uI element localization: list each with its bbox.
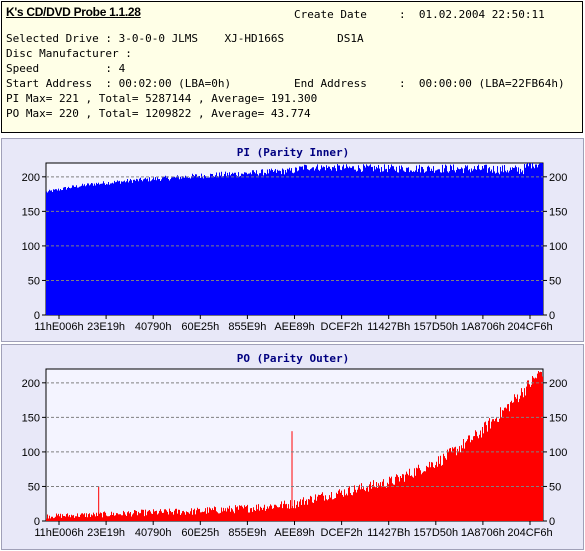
x-tick-label: 11427Bh [367, 527, 410, 539]
x-tick-label: 855E9h [228, 321, 266, 333]
x-tick-label: 23E19h [87, 527, 125, 539]
x-tick-label: 204CF6h [507, 527, 552, 539]
x-tick-label: AEE89h [274, 527, 314, 539]
y-tick-label-right: 50 [549, 275, 561, 287]
data-bar-series [46, 371, 543, 521]
x-tick-label: 40790h [135, 321, 172, 333]
y-tick-label-right: 50 [549, 481, 561, 493]
y-tick-label: 100 [22, 447, 40, 459]
end-address-label: End Address [294, 77, 367, 90]
x-tick-label: 1A8706h [461, 527, 505, 539]
x-tick-label: 60E25h [181, 527, 219, 539]
chart-title: PO (Parity Outer) [237, 352, 350, 365]
y-tick-label-right: 100 [549, 241, 567, 253]
x-tick-label: 23E19h [87, 321, 125, 333]
y-tick-label: 200 [22, 172, 40, 184]
x-tick-label: 11427Bh [367, 321, 410, 333]
selected-drive-line: Selected Drive : 3-0-0-0 JLMS XJ-HD166S … [6, 32, 364, 45]
y-tick-label: 200 [22, 378, 40, 390]
x-tick-label: 157D50h [413, 527, 458, 539]
po-chart: PO (Parity Outer) 0 0 50 50 100 100 150 150 200 20… [22, 352, 568, 539]
x-tick-label: DCEF2h [321, 321, 363, 333]
data-bars [46, 163, 543, 315]
y-tick-label: 100 [22, 241, 40, 253]
speed-line: Speed : 4 [6, 62, 126, 75]
y-tick-label-right: 150 [549, 412, 567, 424]
y-tick-label: 150 [22, 206, 40, 218]
y-tick-label-right: 100 [549, 447, 567, 459]
y-tick-label-right: 200 [549, 172, 567, 184]
x-tick-label: 157D50h [413, 321, 458, 333]
y-tick-label: 0 [34, 310, 40, 322]
data-bar-series [46, 163, 543, 315]
x-tick-label: 11hE006h [34, 321, 83, 333]
x-tick-label: DCEF2h [321, 527, 363, 539]
end-address-value: : 00:00:00 (LBA=22FB64h) [399, 77, 565, 90]
start-address-line: Start Address : 00:02:00 (LBA=0h) [6, 77, 232, 90]
x-tick-label: 855E9h [228, 527, 266, 539]
pi-chart-panel: PI (Parity Inner) 0 0 50 50 100 100 150 150 200 20… [1, 138, 584, 342]
y-tick-label: 50 [28, 481, 40, 493]
y-tick-label: 150 [22, 412, 40, 424]
x-tick-label: AEE89h [274, 321, 314, 333]
x-tick-label: 40790h [135, 527, 172, 539]
y-tick-label: 50 [28, 275, 40, 287]
chart-title: PI (Parity Inner) [237, 146, 350, 159]
pi-chart: PI (Parity Inner) 0 0 50 50 100 100 150 150 200 20… [22, 146, 568, 333]
create-date-label: Create Date [294, 8, 367, 21]
y-tick-label-right: 0 [549, 516, 555, 528]
x-tick-label: 204CF6h [507, 321, 552, 333]
data-bars [46, 371, 543, 521]
x-tick-label: 1A8706h [461, 321, 505, 333]
y-tick-label-right: 200 [549, 378, 567, 390]
po-chart-panel: PO (Parity Outer) 0 0 50 50 100 100 150 150 200 20… [1, 344, 584, 550]
disc-manufacturer-line: Disc Manufacturer : [6, 47, 132, 60]
create-date-value: : 01.02.2004 22:50:11 [399, 8, 545, 21]
app-title: K's CD/DVD Probe 1.1.28 [6, 5, 141, 19]
info-panel: K's CD/DVD Probe 1.1.28 Create Date : 01… [1, 1, 583, 133]
y-tick-label: 0 [34, 516, 40, 528]
po-stats-line: PO Max= 220 , Total= 1209822 , Average= … [6, 107, 311, 120]
x-tick-label: 60E25h [181, 321, 219, 333]
y-tick-label-right: 0 [549, 310, 555, 322]
x-tick-label: 11hE006h [34, 527, 83, 539]
y-tick-label-right: 150 [549, 206, 567, 218]
pi-stats-line: PI Max= 221 , Total= 5287144 , Average= … [6, 92, 318, 105]
